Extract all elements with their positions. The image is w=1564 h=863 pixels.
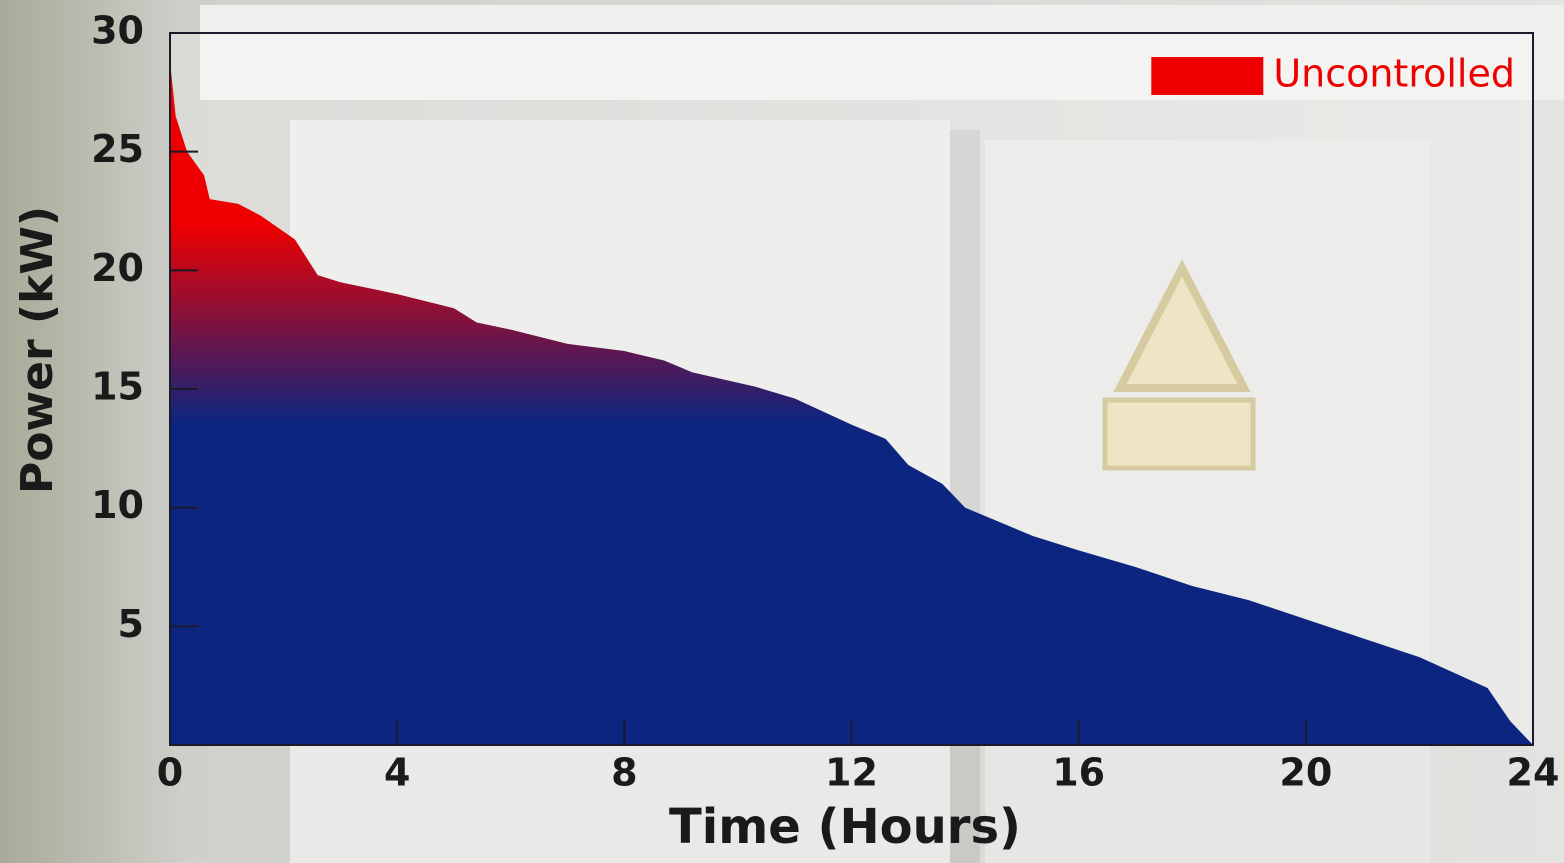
x-tick-label: 8 bbox=[611, 751, 637, 795]
x-tick-label: 12 bbox=[825, 751, 878, 795]
y-tick-label: 10 bbox=[91, 483, 144, 527]
y-tick-label: 30 bbox=[91, 9, 144, 53]
y-tick-label: 5 bbox=[118, 602, 144, 646]
y-axis-label: Power (kW) bbox=[12, 206, 63, 494]
x-tick-label: 16 bbox=[1052, 751, 1105, 795]
legend-label: Uncontrolled bbox=[1273, 52, 1515, 96]
y-tick-label: 20 bbox=[91, 246, 144, 290]
x-axis-label: Time (Hours) bbox=[669, 799, 1021, 855]
x-tick-label: 4 bbox=[384, 751, 410, 795]
y-tick-label: 15 bbox=[91, 365, 144, 409]
cabinet-roof bbox=[200, 5, 1564, 100]
x-tick-label: 0 bbox=[157, 751, 183, 795]
warning-plate bbox=[1102, 397, 1256, 471]
x-tick-label: 20 bbox=[1279, 751, 1332, 795]
warning-sign bbox=[1113, 259, 1251, 392]
y-tick-label: 25 bbox=[91, 127, 144, 171]
legend-swatch bbox=[1151, 57, 1264, 95]
x-tick-label: 24 bbox=[1507, 751, 1560, 795]
area bbox=[170, 61, 1533, 746]
